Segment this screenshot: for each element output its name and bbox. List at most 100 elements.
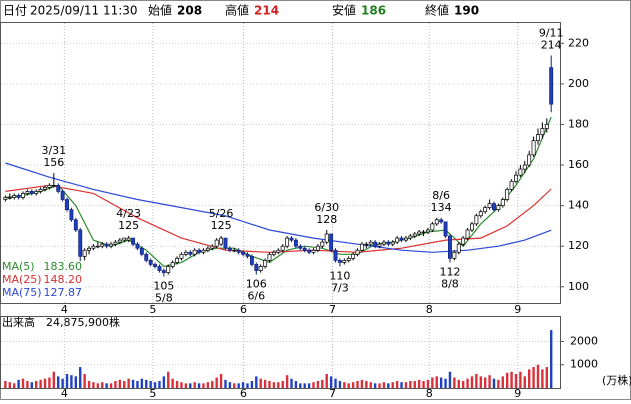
candle-body	[324, 233, 329, 243]
candle-body	[395, 237, 400, 243]
candle-body	[289, 237, 294, 241]
candle-body	[91, 245, 96, 249]
volume-bar	[158, 381, 161, 388]
x-tick-label: 7	[329, 387, 336, 400]
volume-bar	[343, 382, 346, 388]
volume-bar	[316, 381, 320, 388]
volume-bar	[167, 371, 170, 388]
volume-bar	[448, 371, 452, 388]
y-tick-label: 160	[568, 158, 589, 171]
volume-bar	[250, 381, 254, 388]
candle-body	[355, 249, 360, 255]
candle-body	[7, 197, 12, 199]
volume-bar	[224, 379, 227, 388]
annotation-date: 9/11	[539, 26, 564, 39]
annotation-date: 6/6	[247, 290, 265, 303]
candle-body	[280, 245, 285, 251]
volume-bar	[351, 382, 355, 388]
candle-body	[307, 249, 312, 253]
volume-bar	[307, 383, 311, 388]
ma-line	[5, 162, 552, 253]
candle-body	[487, 203, 492, 208]
low-label: 安値	[332, 3, 356, 18]
volume-panel	[0, 316, 561, 389]
candle-body	[38, 189, 43, 192]
candle-body	[311, 249, 316, 253]
high-value: 214	[254, 4, 279, 18]
candle-body	[373, 241, 378, 247]
volume-bar	[347, 383, 350, 388]
legend-label: MA(75)	[2, 286, 42, 299]
volume-bar	[378, 383, 381, 388]
candle-body	[271, 251, 276, 255]
volume-bar	[523, 376, 526, 388]
candle-body	[298, 245, 303, 249]
candle-body	[390, 241, 395, 245]
annotation-value: 125	[211, 219, 232, 232]
candle-body	[144, 253, 149, 261]
volume-bar	[184, 383, 188, 388]
volume-bar	[219, 374, 223, 388]
x-tick-label: 4	[61, 303, 68, 316]
volume-bar	[145, 379, 148, 388]
volume-bar	[439, 377, 443, 388]
volume-bar	[461, 381, 465, 388]
y-tick-label: 2000	[570, 334, 598, 347]
annotation-value: 105	[153, 280, 174, 293]
annotation-date: 8/6	[432, 189, 450, 202]
candle-body	[3, 197, 8, 200]
volume-bar	[321, 379, 324, 388]
legend-value: 148.20	[44, 273, 83, 286]
volume-bar	[369, 382, 372, 388]
ma-line	[5, 116, 552, 268]
candle-body	[210, 245, 215, 249]
volume-bar	[475, 374, 478, 388]
annotation-value: 214	[541, 38, 562, 51]
candle-body	[430, 223, 435, 231]
volume-bar	[70, 375, 73, 388]
candle-body	[241, 251, 246, 255]
candle-body	[474, 215, 479, 225]
candle-body	[302, 247, 307, 251]
volume-bar	[202, 383, 205, 388]
candle-body	[527, 154, 532, 166]
open-label: 始値	[148, 3, 172, 18]
candle-body	[201, 249, 206, 253]
volume-bar	[215, 377, 218, 388]
volume-label: 出来高	[2, 315, 35, 329]
candle-body	[531, 140, 536, 156]
y-tick-label: 140	[568, 199, 589, 212]
volume-bar	[290, 378, 293, 388]
candle-body	[329, 233, 334, 251]
x-tick-label: 9	[514, 303, 521, 316]
volume-bar	[131, 379, 135, 388]
volume-bar	[431, 377, 434, 388]
candle-body	[456, 243, 461, 253]
candle-body	[426, 229, 430, 233]
annotation-value: 156	[43, 156, 64, 169]
candle-body	[496, 205, 501, 211]
volume-bar	[206, 382, 210, 388]
volume-bar	[391, 382, 394, 388]
candle-body	[148, 260, 153, 265]
annotation-date: 8/8	[441, 277, 459, 290]
volume-bar	[519, 371, 522, 388]
volume-bar	[272, 382, 276, 388]
candle-body	[113, 241, 118, 245]
volume-bar	[83, 374, 86, 388]
candle-body	[175, 258, 180, 263]
x-tick-label: 5	[149, 303, 156, 316]
candle-body	[337, 260, 342, 263]
candle-body	[549, 67, 554, 105]
volume-bar	[294, 381, 298, 388]
volume-bar	[479, 376, 482, 388]
candle-body	[223, 237, 228, 249]
candle-body	[104, 243, 109, 247]
candle-body	[29, 191, 34, 194]
x-tick-label: 6	[240, 387, 247, 400]
volume-bar	[457, 379, 460, 388]
volume-bar	[21, 378, 25, 388]
volume-bar	[109, 383, 113, 388]
volume-bar	[492, 378, 496, 388]
